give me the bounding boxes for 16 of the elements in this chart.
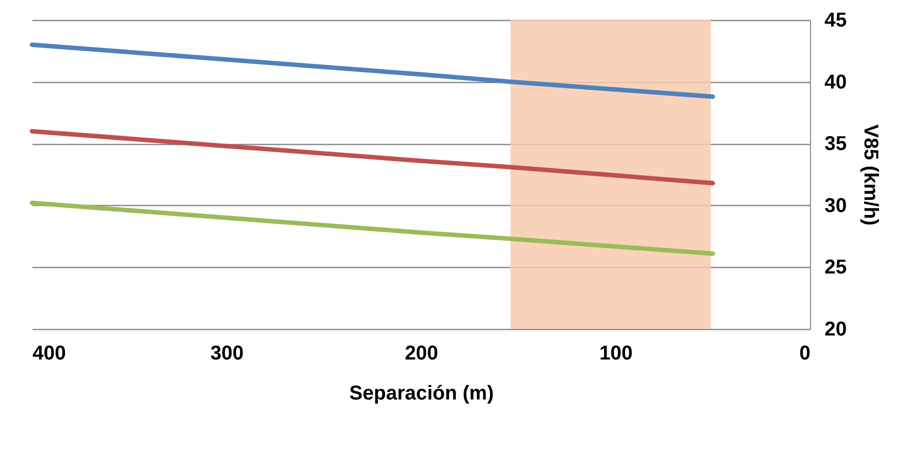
y-tick-label: 40 (824, 71, 847, 94)
x-tick-label: 400 (32, 342, 66, 364)
x-tick-label: 200 (404, 342, 438, 364)
line-series (30, 200, 715, 256)
x-axis-title: Separación (m) (349, 382, 494, 404)
x-tick-label: 0 (799, 342, 810, 364)
y-axis-title: V85 (km/h) (860, 124, 882, 226)
y-tick-label: 30 (824, 194, 847, 217)
line-series (30, 42, 715, 99)
line-series (30, 128, 715, 186)
y-tick-label: 35 (824, 133, 847, 156)
x-tick-label: 100 (599, 342, 633, 364)
y-tick-label: 45 (824, 10, 847, 32)
y-tick-label: 20 (824, 318, 847, 340)
y-tick-label: 25 (824, 256, 847, 279)
x-tick-label: 300 (210, 342, 244, 364)
